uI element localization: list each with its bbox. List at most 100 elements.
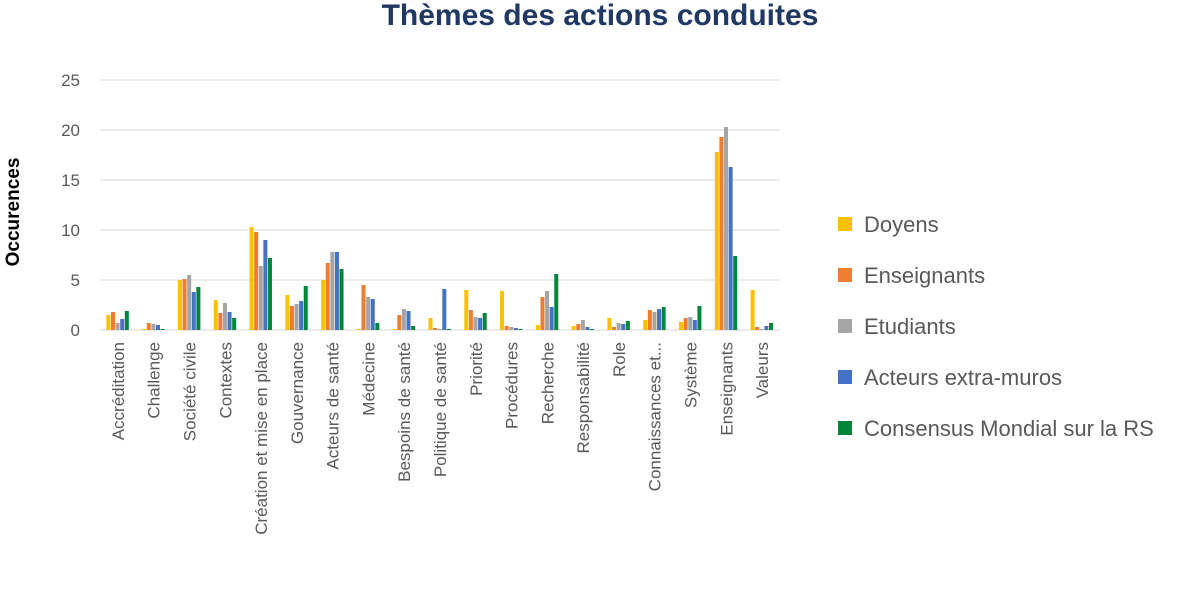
bar (146, 323, 151, 330)
bar (769, 323, 774, 330)
bar (213, 300, 218, 330)
x-category-label: Médecine (359, 342, 378, 416)
x-axis-categories: Accréditation Challenge Société civile Cont… (109, 342, 772, 535)
x-category-label: Accréditation (109, 342, 128, 440)
bar (299, 301, 304, 330)
bar (509, 327, 514, 330)
bar (621, 324, 626, 330)
bar (540, 297, 545, 330)
bar (697, 306, 702, 330)
x-category-label: Société civile (180, 342, 199, 441)
bar (120, 319, 125, 330)
x-category-label: Role (610, 342, 629, 377)
legend-label: Doyens (864, 212, 939, 237)
bar (428, 318, 433, 330)
legend-swatch (838, 370, 852, 384)
bar (334, 252, 339, 330)
bar (535, 325, 540, 330)
bar (714, 152, 719, 330)
gridlines (100, 79, 780, 331)
bar (339, 269, 344, 330)
bar (330, 252, 335, 330)
x-category-label: Système (682, 342, 701, 408)
bar (325, 263, 330, 330)
legend-label: Acteurs extra-muros (864, 365, 1062, 390)
x-category-label: Priorité (467, 342, 486, 396)
bar (616, 323, 621, 330)
bar (549, 307, 554, 330)
bar (142, 329, 147, 330)
x-category-label: Recherche (538, 342, 557, 424)
legend-swatch (838, 421, 852, 435)
bar (263, 240, 268, 330)
bar (433, 328, 438, 330)
x-category-label: Valeurs (753, 342, 772, 398)
y-tick-label: 25 (61, 71, 80, 90)
bar (177, 280, 182, 330)
bar (411, 326, 416, 330)
bar (232, 318, 237, 330)
bar (406, 311, 411, 330)
legend-label: Etudiants (864, 314, 956, 339)
bar (249, 227, 254, 330)
legend: Doyens Enseignants Etudiants Acteurs extra-… (838, 212, 1154, 441)
x-category-label: Politique de santé (431, 342, 450, 477)
bar (258, 266, 263, 330)
bar (151, 324, 156, 330)
bars (106, 127, 774, 330)
bar (504, 326, 509, 330)
bar (115, 323, 120, 330)
bar (576, 324, 581, 330)
bar (607, 318, 612, 330)
y-tick-label: 20 (61, 121, 80, 140)
bar (652, 312, 657, 330)
bar (719, 137, 724, 330)
bar (482, 313, 487, 330)
bar (554, 274, 559, 330)
bar (692, 320, 697, 330)
x-category-label: Challenge (145, 342, 164, 419)
bar (750, 290, 755, 330)
bar (657, 309, 662, 330)
bar (728, 167, 733, 330)
bar (254, 232, 259, 330)
bar (218, 313, 223, 330)
x-category-label: Responsabilité (574, 342, 593, 454)
bar (724, 127, 729, 330)
bar (124, 311, 129, 330)
bar (182, 279, 187, 330)
bar (397, 315, 402, 330)
bar (155, 325, 160, 330)
bar (759, 329, 764, 330)
bar (500, 291, 505, 330)
bar (764, 326, 769, 330)
bar (294, 304, 299, 330)
bar (392, 329, 397, 330)
bar (733, 256, 738, 330)
x-category-label: Enseignants (717, 342, 736, 436)
legend-label: Consensus Mondial sur la RS (864, 416, 1154, 441)
bar (110, 312, 115, 330)
bar (473, 317, 478, 330)
x-category-label: Contextes (216, 342, 235, 419)
bar (356, 329, 361, 330)
bar (370, 299, 375, 330)
bar (755, 327, 760, 330)
bar (289, 306, 294, 330)
bar (647, 310, 652, 330)
legend-label: Enseignants (864, 263, 985, 288)
y-tick-label: 10 (61, 221, 80, 240)
bar (643, 320, 648, 330)
bar (442, 289, 447, 330)
y-axis-ticks: 0 5 10 15 20 25 (61, 71, 80, 340)
bar (191, 292, 196, 330)
bar (683, 318, 688, 330)
bar (222, 303, 227, 330)
bar (401, 309, 406, 330)
bar (437, 329, 442, 330)
chart-title: Thèmes des actions conduites (382, 0, 819, 32)
bar (196, 287, 201, 330)
legend-swatch (838, 268, 852, 282)
bar (267, 258, 272, 330)
